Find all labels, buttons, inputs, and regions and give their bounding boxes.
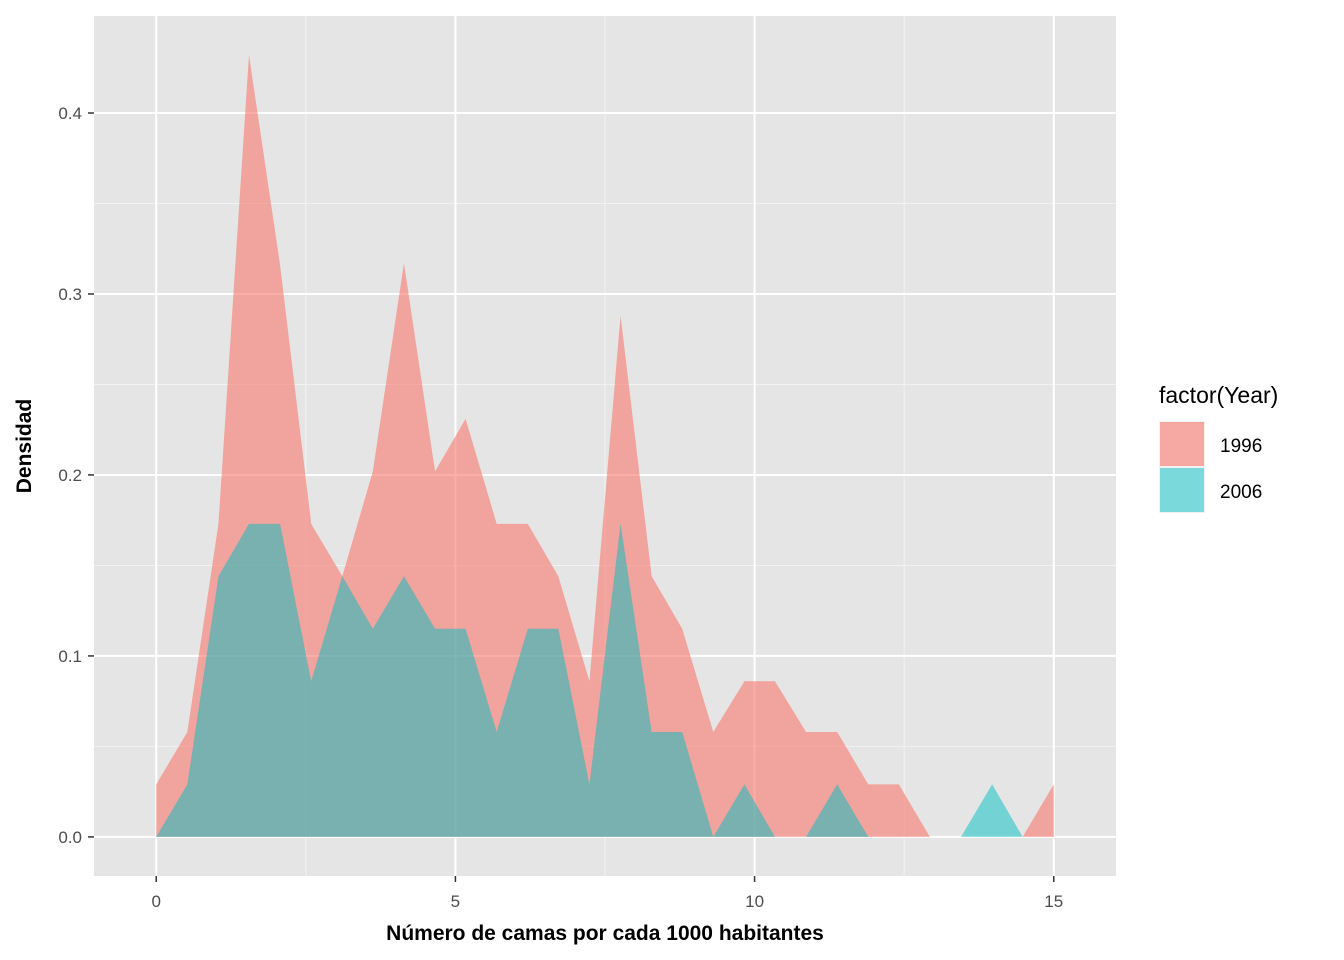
- x-axis-title: Número de camas por cada 1000 habitantes: [386, 922, 824, 945]
- y-axis-title: Densidad: [13, 399, 36, 494]
- y-tick-label: 0.2: [58, 466, 82, 485]
- y-axis: 0.0 0.1 0.2 0.3 0.4: [58, 104, 94, 847]
- area-series-2006: [156, 523, 1054, 837]
- legend: factor(Year) 1996 2006: [1159, 382, 1278, 513]
- legend-swatch-1996: [1160, 422, 1204, 466]
- legend-label-2006: 2006: [1220, 482, 1262, 503]
- density-areas: [156, 55, 1054, 837]
- legend-label-1996: 1996: [1220, 436, 1262, 457]
- x-tick-label: 10: [745, 892, 764, 911]
- x-tick-label: 15: [1044, 892, 1063, 911]
- x-axis: 0 5 10 15: [151, 876, 1063, 911]
- y-tick-label: 0.0: [58, 828, 82, 847]
- legend-title: factor(Year): [1159, 382, 1278, 408]
- x-tick-label: 0: [151, 892, 160, 911]
- y-tick-label: 0.1: [58, 647, 82, 666]
- legend-swatch-2006: [1160, 468, 1204, 512]
- y-tick-label: 0.3: [58, 285, 82, 304]
- y-tick-label: 0.4: [58, 104, 82, 123]
- x-tick-label: 5: [451, 892, 460, 911]
